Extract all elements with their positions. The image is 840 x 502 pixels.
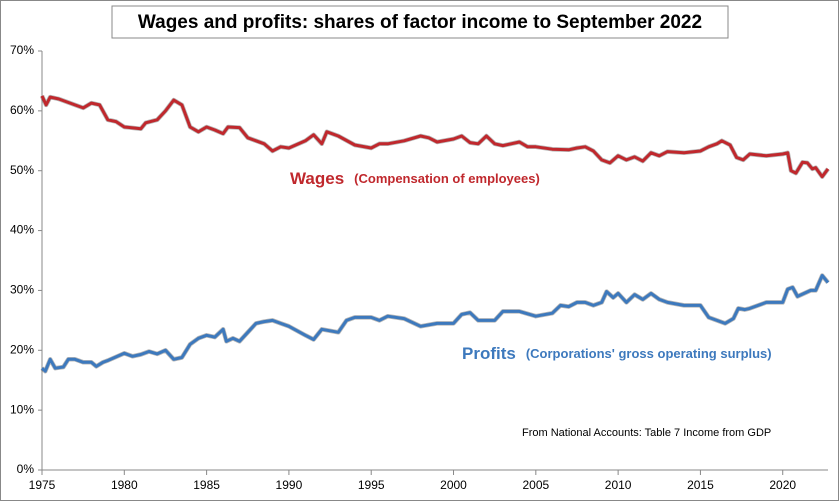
x-tick-label: 1975 [29,478,56,492]
y-tick-label: 0% [17,462,35,476]
y-tick-label: 10% [10,402,34,416]
series-name: Profits [462,344,516,363]
y-tick-label: 50% [10,163,34,177]
x-tick-label: 2010 [605,478,632,492]
y-tick-label: 30% [10,283,34,297]
y-tick-label: 60% [10,103,34,117]
series-description: (Corporations' gross operating surplus) [526,346,772,361]
series-label: Profits (Corporations' gross operating su… [462,344,772,363]
title-box [111,5,729,39]
series-name: Wages [290,169,344,188]
series-line [40,95,830,179]
x-tick-label: 2020 [769,478,796,492]
series-line [40,274,830,373]
series-description: (Compensation of employees) [354,171,540,186]
x-tick-label: 2005 [522,478,549,492]
y-tick-label: 40% [10,223,34,237]
x-tick-label: 1980 [111,478,138,492]
x-tick-label: 1985 [193,478,220,492]
x-tick-label: 2000 [440,478,467,492]
series-label: Wages (Compensation of employees) [290,169,540,188]
x-tick-label: 1995 [358,478,385,492]
y-tick-label: 20% [10,342,34,356]
source-note: From National Accounts: Table 7 Income f… [522,427,771,439]
y-tick-label: 70% [10,43,34,57]
chart-title: Wages and profits: shares of factor inco… [138,12,702,33]
x-tick-label: 1990 [276,478,303,492]
x-tick-label: 2015 [687,478,714,492]
